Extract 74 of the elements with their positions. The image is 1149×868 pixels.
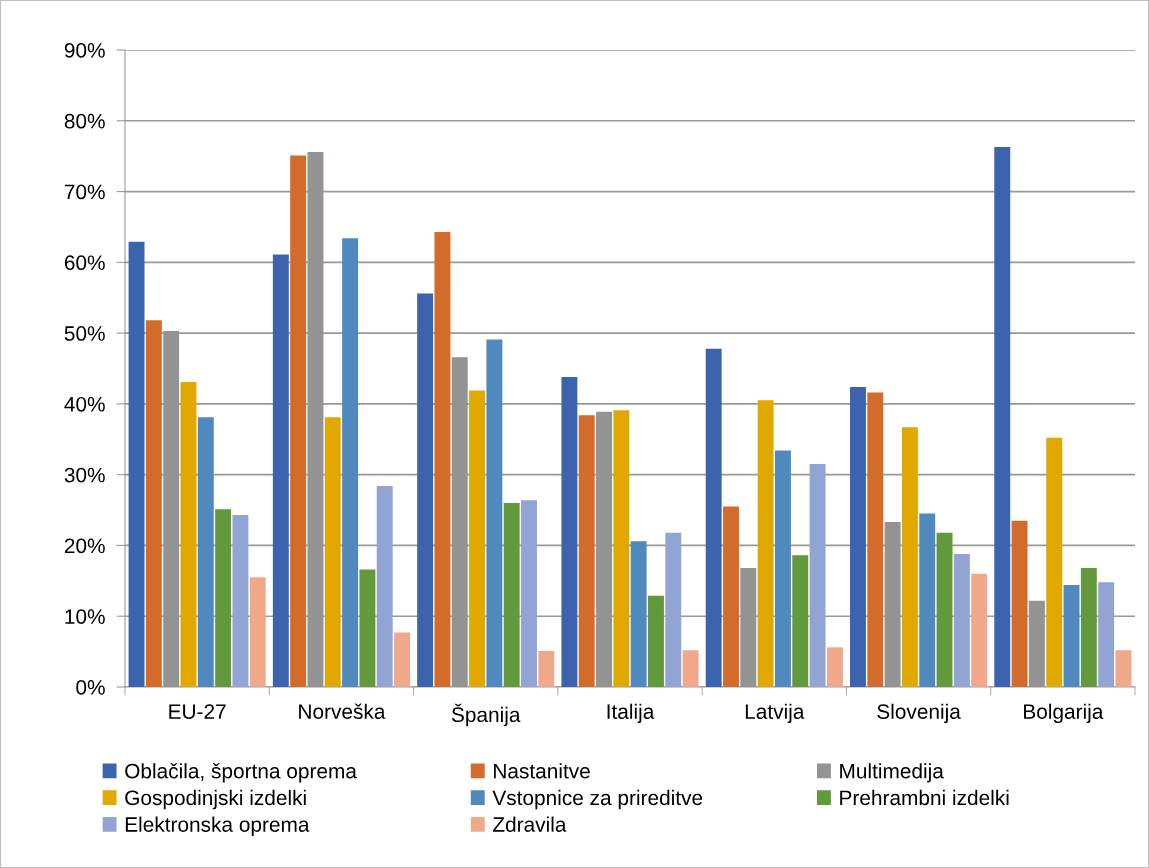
bar [1098, 582, 1115, 687]
bar [648, 595, 664, 687]
y-tick-label: 10% [65, 609, 105, 624]
bar [936, 532, 953, 687]
bar [215, 509, 232, 687]
bar [1011, 520, 1028, 687]
x-tick-label: Bolgarija [1024, 703, 1104, 724]
y-tick-label: 90% [64, 43, 105, 58]
legend-label: Prehrambni izdelki [840, 789, 1009, 806]
bar [538, 650, 555, 687]
bar [359, 569, 376, 687]
bar [486, 339, 503, 687]
bar [394, 632, 410, 687]
bar [613, 410, 630, 687]
y-tick-label: 60% [64, 255, 105, 271]
bar [901, 427, 918, 687]
legend-label: Zdravila [493, 816, 567, 832]
legend-label: Multimedija [840, 763, 944, 783]
bar [682, 650, 699, 687]
bar [723, 506, 739, 687]
y-tick-label: 50% [64, 326, 105, 341]
legend-label: Vstopnice za prireditve [492, 789, 703, 810]
y-tick-label: 80% [64, 113, 105, 129]
x-tick-label: Italija [607, 703, 655, 724]
legend-label: Elektronska oprema [125, 816, 310, 836]
bar [324, 417, 341, 687]
bar [867, 392, 884, 687]
bar [630, 541, 647, 687]
bar [376, 485, 393, 687]
bar [919, 513, 936, 687]
x-tick-label: EU-27 [169, 704, 226, 719]
bar [469, 390, 486, 687]
bar [826, 647, 843, 687]
bar [665, 532, 682, 687]
x-tick-label: Latvija [745, 703, 805, 724]
bar [128, 241, 145, 687]
legend-label: Nastanitve [494, 763, 590, 779]
bar [290, 155, 307, 687]
bar [953, 553, 970, 687]
bar [417, 293, 434, 687]
bar [342, 238, 359, 687]
bar [521, 500, 537, 687]
y-tick-label: 20% [64, 538, 105, 554]
bar [180, 381, 197, 687]
bar [503, 502, 520, 687]
y-tick-label: 40% [64, 396, 105, 412]
bar [792, 555, 809, 687]
bar [809, 464, 826, 687]
x-tick-label: Slovenija [877, 703, 961, 724]
bar [197, 417, 214, 687]
bar [578, 415, 595, 687]
bar [757, 400, 774, 687]
legend-label: Oblačila, športna oprema [125, 763, 357, 783]
x-tick-label: Španija [451, 703, 521, 727]
y-tick-label: 30% [64, 467, 105, 483]
bar [434, 231, 451, 687]
bar [1046, 437, 1063, 687]
bar [561, 376, 578, 687]
bar [774, 450, 791, 687]
bar [145, 320, 162, 687]
bar [971, 573, 988, 687]
y-tick-label: 0% [76, 680, 105, 695]
bar [705, 348, 722, 687]
bar [272, 254, 289, 687]
bar [1063, 585, 1080, 687]
bar [1080, 568, 1097, 687]
x-tick-label: Norveška [299, 703, 386, 719]
bar [994, 146, 1011, 687]
bar [249, 577, 266, 687]
y-tick-label: 70% [64, 184, 105, 200]
bar [232, 515, 249, 687]
legend-label: Gospodinjski izdelki [125, 789, 306, 810]
bar [1115, 650, 1132, 687]
bar [850, 386, 866, 687]
